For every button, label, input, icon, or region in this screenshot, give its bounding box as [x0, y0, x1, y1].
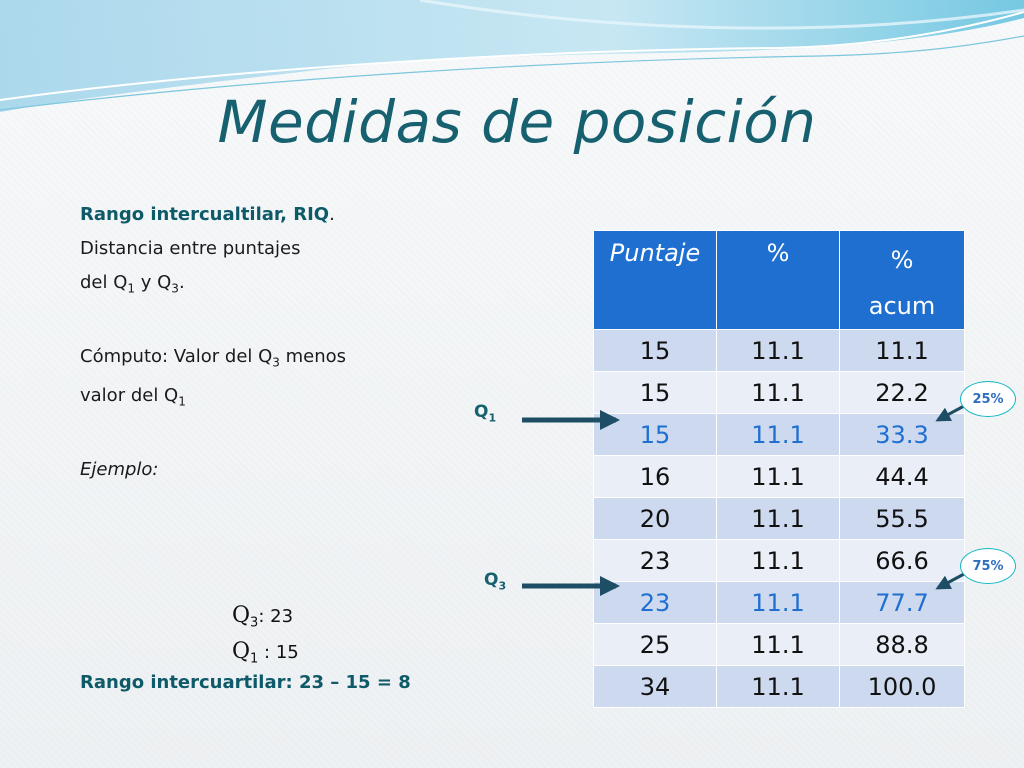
spacer	[80, 419, 480, 453]
definition-line-3: del Q1 y Q3.	[80, 272, 185, 296]
definition-block: Rango intercualtilar, RIQ. Distancia ent…	[80, 198, 480, 487]
q1-value-line: Q1 : 15	[232, 638, 299, 667]
cell-puntaje: 15	[593, 329, 717, 372]
table-header-row: Puntaje % % acum	[593, 230, 965, 330]
cell-puntaje: 15	[593, 371, 717, 414]
table-body: 15 11.1 11.1 15 11.1 22.2 15 11.1 33.3 16 11.1 44.4…	[593, 329, 965, 708]
decorative-swoosh	[0, 0, 1024, 112]
cell-percent: 11.1	[716, 413, 840, 456]
definition-line-2: Distancia entre puntajes	[80, 238, 301, 259]
q1-label: Q1	[474, 402, 497, 425]
cell-puntaje: 23	[593, 539, 717, 582]
cell-puntaje: 16	[593, 455, 717, 498]
badge-75-percent: 75%	[960, 548, 1016, 584]
cell-percent-acum: 44.4	[839, 455, 965, 498]
table-row: 20 11.1 55.5	[593, 497, 965, 540]
computo-line-1: Cómputo: Valor del Q3 menos	[80, 345, 347, 370]
cell-percent: 11.1	[716, 581, 840, 624]
q3-value-line: Q3: 23	[232, 603, 294, 631]
quartile-values: Q3: 23 Q1 : 15	[232, 598, 299, 677]
definition-period: .	[329, 204, 335, 225]
table-row: 25 11.1 88.8	[593, 623, 965, 666]
cell-percent: 11.1	[716, 623, 840, 666]
cell-puntaje: 25	[593, 623, 717, 666]
table-row: 15 11.1 11.1	[593, 329, 965, 372]
cell-percent-acum: 100.0	[839, 665, 965, 708]
table-row: 15 11.1 22.2	[593, 371, 965, 414]
table-row: 23 11.1 77.7	[593, 581, 965, 624]
cell-percent: 11.1	[716, 539, 840, 582]
cell-percent-acum: 11.1	[839, 329, 965, 372]
cell-percent: 11.1	[716, 665, 840, 708]
table-row: 15 11.1 33.3	[593, 413, 965, 456]
table-row: 16 11.1 44.4	[593, 455, 965, 498]
table-row: 34 11.1 100.0	[593, 665, 965, 708]
header-puntaje: Puntaje	[593, 230, 717, 330]
ejemplo-label: Ejemplo:	[80, 458, 159, 480]
cell-percent: 11.1	[716, 371, 840, 414]
cell-percent-acum: 33.3	[839, 413, 965, 456]
cell-puntaje: 20	[593, 497, 717, 540]
cell-percent: 11.1	[716, 455, 840, 498]
slide-title: Medidas de posición	[217, 88, 817, 156]
rango-result: Rango intercuartilar: 23 – 15 = 8	[80, 672, 411, 693]
definition-heading: Rango intercualtilar, RIQ	[80, 204, 330, 225]
definition-heading-line: Rango intercualtilar, RIQ.	[80, 198, 480, 232]
header-percent-acum: % acum	[839, 230, 965, 330]
frequency-table: Puntaje % % acum 15 11.1 11.1 15 11.1 22.2 15 1…	[593, 230, 965, 708]
cell-puntaje: 34	[593, 665, 717, 708]
cell-percent-acum: 22.2	[839, 371, 965, 414]
cell-percent-acum: 66.6	[839, 539, 965, 582]
cell-percent-acum: 55.5	[839, 497, 965, 540]
cell-percent-acum: 77.7	[839, 581, 965, 624]
computo-line-2: valor del Q1	[80, 385, 186, 409]
badge-25-percent: 25%	[960, 381, 1016, 417]
cell-percent: 11.1	[716, 329, 840, 372]
cell-puntaje: 15	[593, 413, 717, 456]
cell-percent: 11.1	[716, 497, 840, 540]
spacer	[80, 306, 480, 340]
cell-puntaje: 23	[593, 581, 717, 624]
q3-label: Q3	[484, 570, 507, 593]
header-percent: %	[716, 230, 840, 330]
cell-percent-acum: 88.8	[839, 623, 965, 666]
table-row: 23 11.1 66.6	[593, 539, 965, 582]
